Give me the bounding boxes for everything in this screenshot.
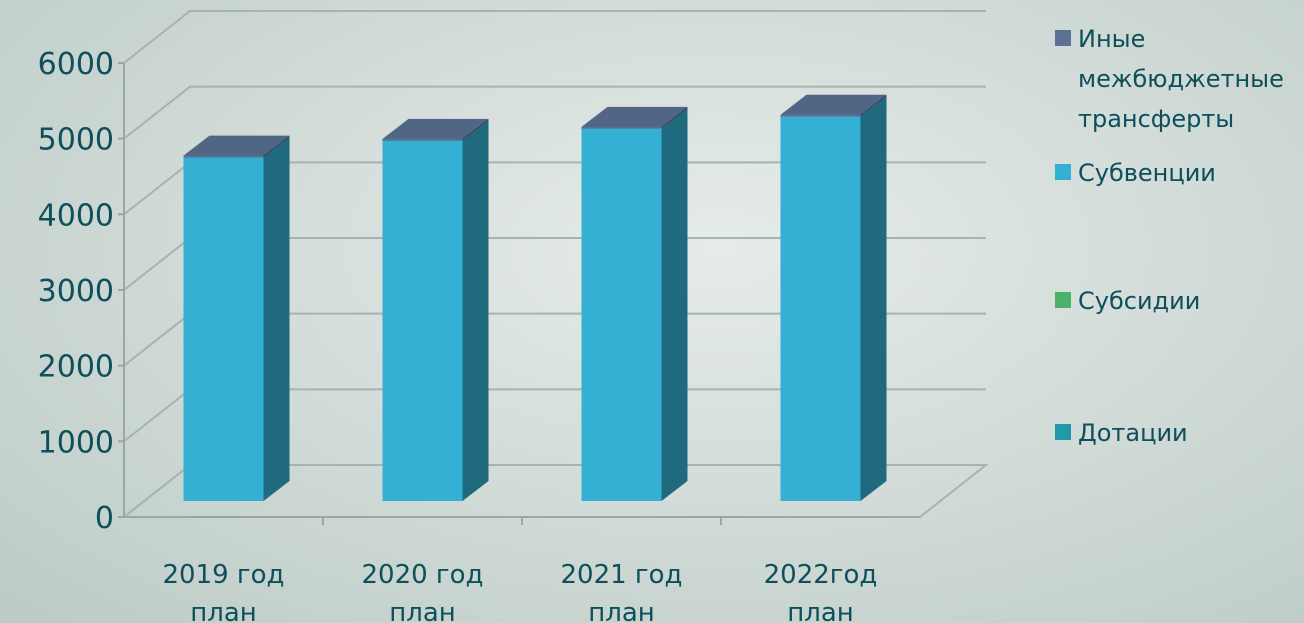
- legend-label: Субсидии: [1078, 287, 1200, 315]
- bar-segment: [581, 106, 688, 129]
- bar-segment: [780, 96, 887, 501]
- legend-label: Иные межбюджетные трансферты: [1078, 25, 1284, 133]
- legend-item: Иные межбюджетные трансферты: [1055, 25, 1284, 133]
- legend: Иные межбюджетные трансферты Субвенции Субси…: [1055, 25, 1284, 447]
- legend-swatch: [1055, 30, 1071, 46]
- bar-segment: [780, 94, 887, 117]
- bar-segment: [382, 118, 489, 141]
- y-tick-label: 2000: [38, 350, 114, 385]
- legend-label: Дотации: [1078, 419, 1188, 447]
- legend-label: Субвенции: [1078, 159, 1216, 187]
- y-tick-label: 6000: [38, 47, 114, 82]
- y-tick-label: 5000: [38, 123, 114, 158]
- legend-swatch: [1055, 292, 1071, 308]
- bar-segment: [183, 135, 290, 158]
- y-tick-label: 0: [95, 501, 114, 536]
- gridline: [123, 10, 986, 64]
- y-tick-label: 1000: [38, 425, 114, 460]
- x-tick-label: 2022год план: [764, 560, 878, 623]
- bars: [183, 94, 887, 502]
- y-axis: 0 1000 2000 3000 4000 5000 6000: [38, 47, 125, 536]
- legend-item: Субсидии: [1055, 287, 1200, 315]
- x-axis: 2019 год план 2020 год план 2021 год план 2022…: [124, 516, 920, 623]
- y-tick-label: 3000: [38, 274, 114, 309]
- legend-item: Дотации: [1055, 419, 1188, 447]
- x-tick-label: 2020 год план: [362, 560, 484, 623]
- gridline: [123, 85, 986, 140]
- y-tick-label: 4000: [38, 198, 114, 233]
- bar-segment: [382, 120, 489, 502]
- legend-item: Субвенции: [1055, 159, 1216, 187]
- bar-segment: [581, 108, 688, 501]
- bar-segment: [183, 137, 290, 501]
- legend-swatch: [1055, 424, 1071, 440]
- legend-swatch: [1055, 164, 1071, 180]
- x-tick-label: 2021 год план: [561, 560, 683, 623]
- x-tick-label: 2019 год план: [163, 560, 285, 623]
